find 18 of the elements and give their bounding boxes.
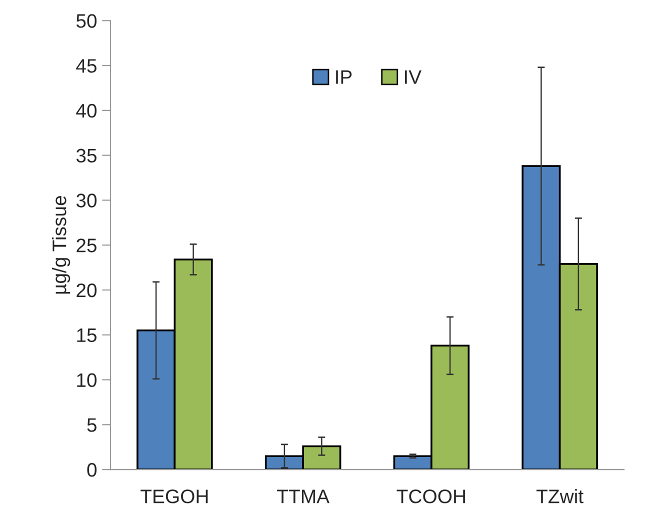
y-tick-label: 25 (76, 238, 96, 252)
y-tick-label: 20 (76, 283, 97, 298)
y-axis-title: µg/g Tissue (52, 196, 70, 294)
y-tick-label: 30 (76, 194, 97, 208)
legend-label: IV (405, 70, 422, 84)
y-tick-label: 40 (76, 104, 97, 118)
y-tick-label: 10 (77, 373, 97, 388)
y-tick-label: 15 (77, 328, 96, 342)
y-tick-label: 50 (76, 14, 97, 28)
x-tick-label: TCOOH (396, 490, 465, 504)
legend-label: IP (336, 70, 352, 84)
y-tick-label: 5 (87, 418, 96, 432)
x-tick-label: TZwit (536, 489, 584, 504)
y-tick-label: 35 (76, 148, 96, 163)
y-tick-label: 0 (87, 463, 97, 477)
x-tick-label: TEGOH (140, 490, 208, 504)
y-tick-label: 45 (76, 59, 96, 73)
x-tick-label: TTMA (277, 490, 330, 504)
